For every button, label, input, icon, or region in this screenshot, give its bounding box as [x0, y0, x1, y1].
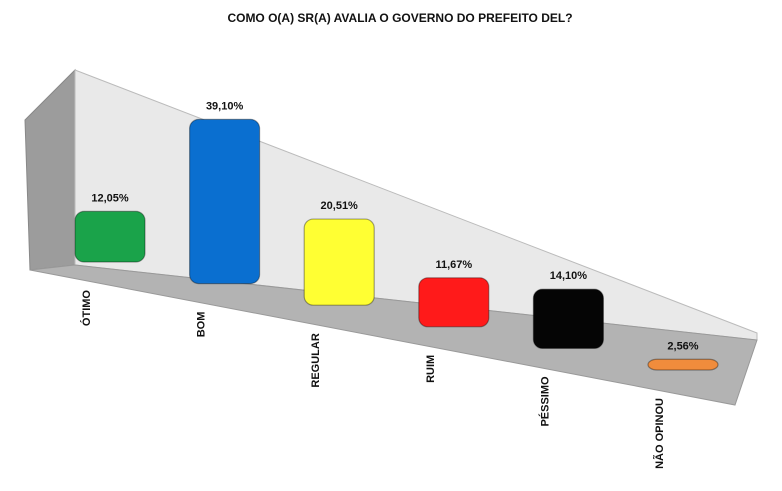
bar	[532, 288, 605, 350]
x-tick-label: NÃO OPINOU	[653, 398, 666, 469]
x-tick-label: PÉSSIMO	[538, 376, 551, 427]
x-tick-label: REGULAR	[310, 333, 322, 387]
side-wall	[24, 68, 76, 271]
value-label: 12,05%	[91, 192, 129, 204]
bar	[303, 218, 375, 306]
floor	[29, 264, 758, 406]
chart-title: COMO O(A) SR(A) AVALIA O GOVERNO DO PREF…	[227, 11, 572, 25]
value-label: 2,56%	[667, 340, 698, 352]
x-tick-label: RUIM	[425, 355, 437, 383]
bar	[189, 118, 261, 285]
value-label: 14,10%	[550, 270, 588, 282]
back-wall	[74, 69, 758, 341]
x-tick-label: BOM	[196, 312, 208, 338]
value-label: 20,51%	[321, 200, 359, 212]
bar	[647, 358, 719, 371]
bar	[74, 210, 146, 263]
bar	[418, 277, 490, 328]
value-label: 11,67%	[435, 259, 472, 271]
value-label: 39,10%	[206, 100, 244, 112]
x-tick-label: ÓTIMO	[80, 290, 93, 326]
